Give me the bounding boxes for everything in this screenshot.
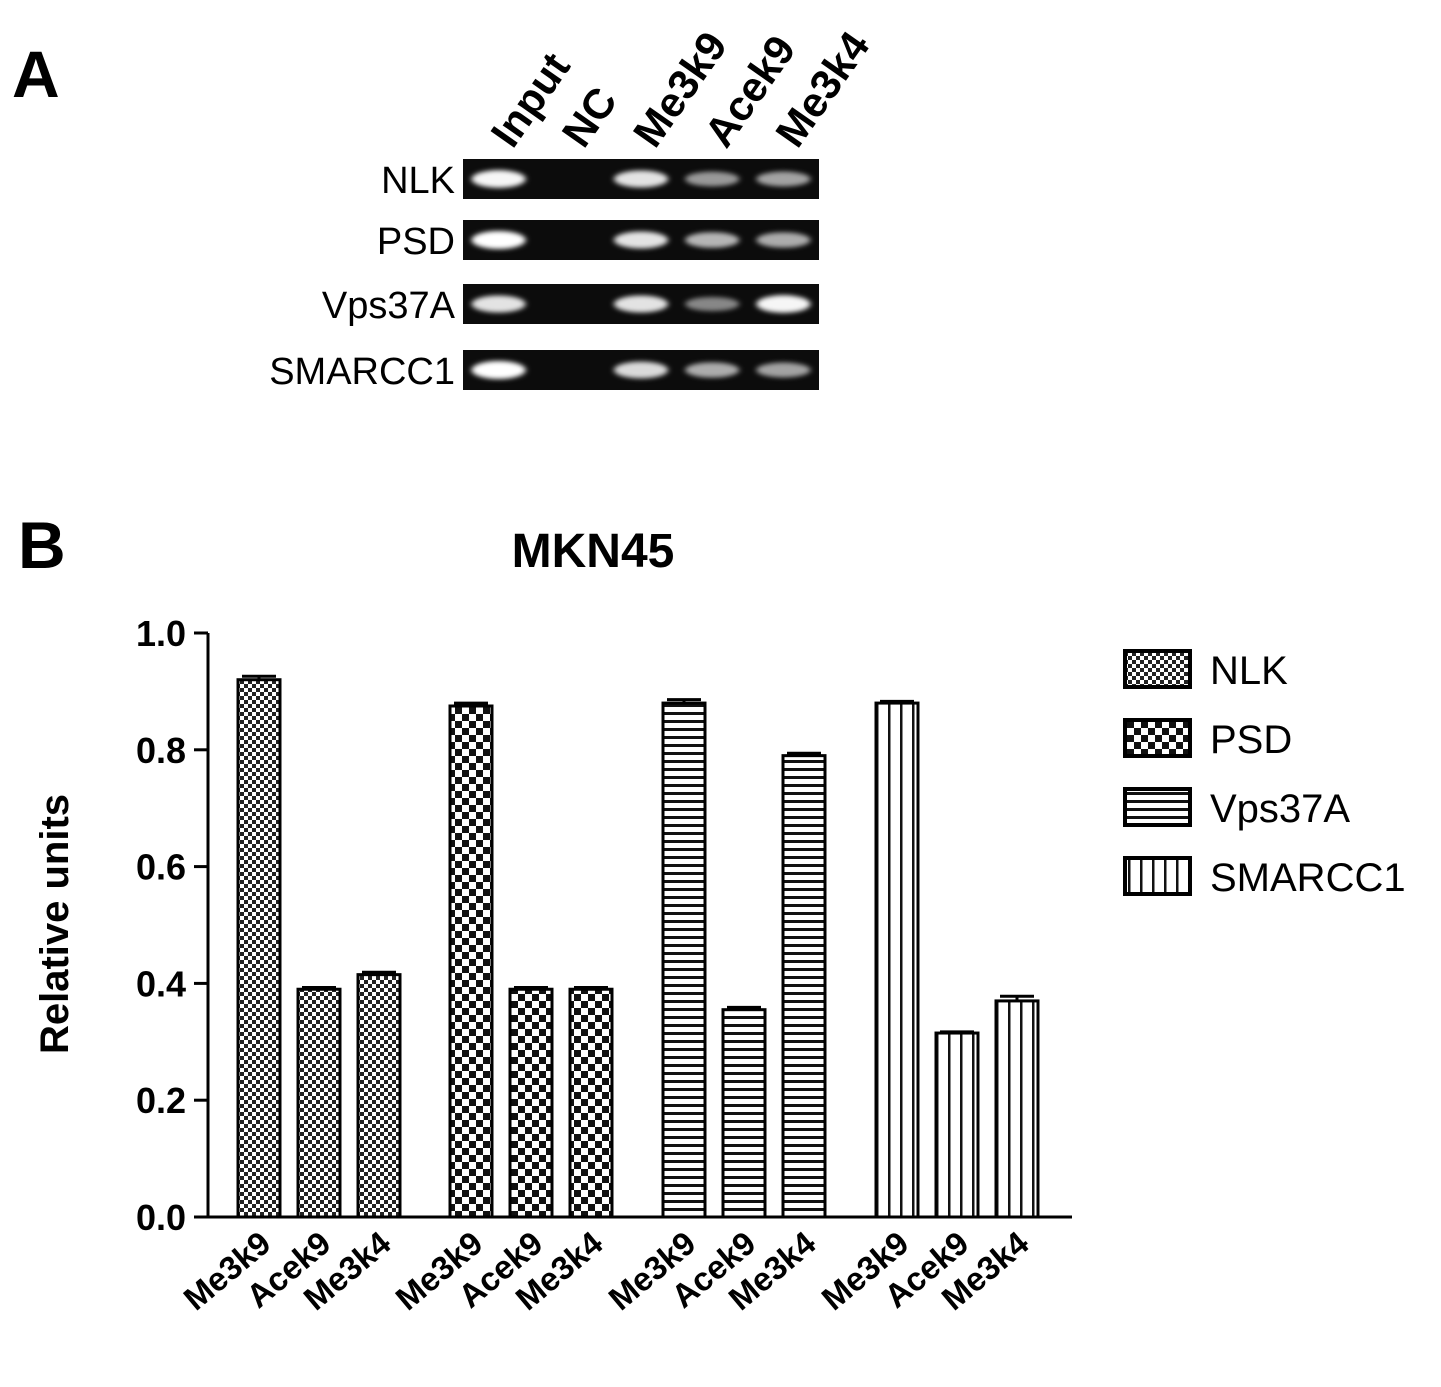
legend-swatch — [1123, 856, 1192, 896]
bar — [721, 1008, 767, 1219]
gel-band — [685, 171, 740, 187]
gel-band — [471, 170, 526, 188]
y-tick-label: 0.6 — [136, 847, 186, 888]
bar — [296, 987, 342, 1219]
x-tick-labels: Me3k9Acek9Me3k4Me3k9Acek9Me3k4Me3k9Acek9… — [176, 1224, 1036, 1318]
y-tick-label: 0.4 — [136, 963, 186, 1004]
bar — [356, 973, 402, 1219]
bar — [781, 754, 827, 1219]
gel-band — [471, 231, 526, 249]
legend-entry: Vps37A — [1210, 787, 1350, 831]
gel-band — [756, 362, 811, 378]
gel-band — [756, 171, 811, 187]
legend: NLK PSD Vps37A SMARCC1 — [1123, 649, 1406, 900]
y-tick-label: 1.0 — [136, 613, 186, 654]
gel-band — [756, 232, 811, 248]
gel-row-label: Vps37A — [322, 285, 456, 327]
legend-swatch — [1123, 787, 1192, 827]
gel-band — [471, 295, 526, 313]
bar — [934, 1031, 980, 1219]
gel-band — [685, 296, 740, 312]
bar — [661, 701, 707, 1219]
gel-band — [685, 362, 740, 378]
y-axis: 0.0 0.2 0.4 0.6 0.8 1.0 — [136, 613, 1072, 1238]
gel-row-label: NLK — [381, 160, 455, 202]
gel-band — [613, 170, 669, 188]
y-tick-label: 0.0 — [136, 1197, 186, 1238]
y-tick-label: 0.2 — [136, 1080, 186, 1121]
legend-swatch — [1123, 718, 1192, 758]
legend-entry: NLK — [1210, 649, 1288, 693]
gel-band — [471, 361, 526, 379]
legend-entry: SMARCC1 — [1210, 856, 1406, 900]
legend-swatch — [1123, 649, 1192, 689]
gel-band — [613, 231, 669, 249]
bar — [994, 999, 1040, 1219]
bar — [236, 678, 282, 1219]
gel-band — [685, 232, 740, 248]
bar — [874, 701, 920, 1219]
gel-lane-label: Input — [481, 44, 578, 155]
panel-a-label: A — [12, 37, 60, 111]
gel-band — [756, 295, 811, 313]
y-axis-label: Relative units — [33, 794, 77, 1054]
legend-entry: PSD — [1210, 718, 1292, 762]
y-tick-label: 0.8 — [136, 730, 186, 771]
gel-row-label: SMARCC1 — [269, 351, 455, 393]
gel-band — [613, 295, 669, 313]
bars — [236, 674, 1040, 1219]
gel-band — [613, 361, 669, 379]
gel-row-label: PSD — [377, 221, 455, 263]
bar — [508, 987, 554, 1219]
gel-image: NLK PSD Vps37A SMARCC1 — [269, 159, 819, 393]
chart-title: MKN45 — [512, 525, 675, 578]
bar — [448, 704, 494, 1219]
panel-b-label: B — [18, 508, 66, 582]
bar — [568, 987, 614, 1219]
